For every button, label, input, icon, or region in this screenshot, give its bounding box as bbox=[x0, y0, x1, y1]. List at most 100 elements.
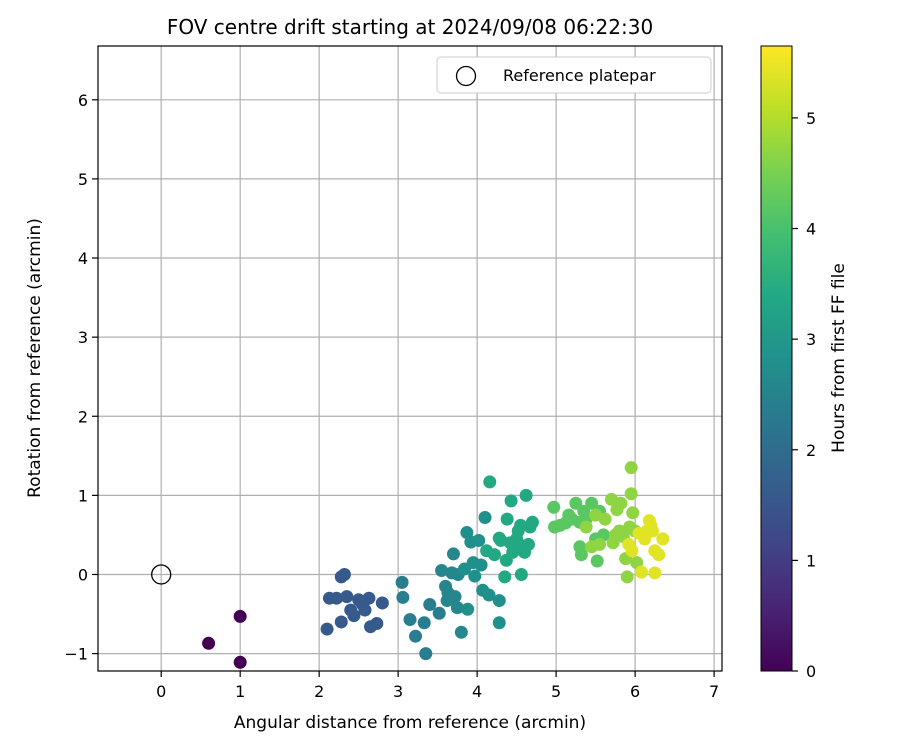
x-tick-label: 1 bbox=[235, 682, 245, 701]
y-tick-label: 5 bbox=[78, 170, 88, 189]
data-point bbox=[478, 511, 492, 525]
colorbar-ticks: 0 1 2 3 4 5 bbox=[792, 109, 816, 681]
data-point bbox=[482, 588, 496, 602]
data-point bbox=[435, 564, 449, 578]
y-axis-ticks: −1 0 1 2 3 4 5 6 bbox=[64, 91, 98, 664]
data-point bbox=[574, 548, 588, 562]
x-axis-ticks: 0 1 2 3 4 5 6 7 bbox=[156, 671, 719, 701]
data-point bbox=[396, 590, 410, 604]
colorbar-tick-label: 2 bbox=[806, 441, 816, 460]
x-axis-label: Angular distance from reference (arcmin) bbox=[234, 713, 586, 733]
data-point bbox=[598, 512, 612, 526]
data-point bbox=[547, 500, 561, 514]
data-point bbox=[474, 558, 488, 572]
data-point bbox=[624, 487, 638, 501]
data-point bbox=[614, 496, 628, 510]
colorbar-tick-label: 5 bbox=[806, 109, 816, 128]
data-point bbox=[472, 533, 486, 547]
data-point bbox=[500, 512, 514, 526]
data-point bbox=[519, 488, 533, 502]
colorbar-tick-label: 3 bbox=[806, 330, 816, 349]
data-point bbox=[320, 622, 334, 636]
data-point bbox=[585, 496, 599, 510]
data-point bbox=[624, 461, 638, 475]
data-point bbox=[504, 494, 518, 508]
data-point bbox=[454, 625, 468, 639]
colorbar-gradient bbox=[760, 45, 793, 672]
colorbar-tick-label: 1 bbox=[806, 551, 816, 570]
y-tick-label: 6 bbox=[78, 91, 88, 110]
x-tick-label: 2 bbox=[314, 682, 324, 701]
data-point bbox=[488, 548, 502, 562]
data-point bbox=[569, 496, 583, 510]
data-point bbox=[648, 566, 662, 580]
data-point bbox=[620, 570, 634, 584]
data-point bbox=[347, 609, 361, 623]
data-point bbox=[202, 636, 216, 650]
legend-label: Reference platepar bbox=[503, 66, 656, 85]
x-tick-label: 3 bbox=[393, 682, 403, 701]
data-point bbox=[417, 616, 431, 630]
data-point bbox=[448, 590, 462, 604]
data-points bbox=[202, 461, 670, 669]
x-tick-label: 4 bbox=[472, 682, 482, 701]
data-point bbox=[432, 606, 446, 620]
legend: Reference platepar bbox=[436, 56, 712, 94]
data-point bbox=[625, 544, 639, 558]
colorbar: 0 1 2 3 4 5 Hours from first FF file bbox=[760, 45, 849, 681]
data-point bbox=[514, 567, 528, 581]
data-point bbox=[340, 590, 354, 604]
data-point bbox=[334, 615, 348, 629]
y-tick-label: 1 bbox=[78, 486, 88, 505]
data-point bbox=[483, 475, 497, 489]
data-point bbox=[461, 602, 475, 616]
data-point bbox=[468, 569, 482, 583]
y-tick-label: 2 bbox=[78, 407, 88, 426]
data-point bbox=[492, 616, 506, 630]
data-point bbox=[395, 575, 409, 589]
data-point bbox=[525, 515, 539, 529]
y-axis-label: Rotation from reference (arcmin) bbox=[25, 218, 45, 498]
data-point bbox=[634, 565, 648, 579]
data-point bbox=[652, 548, 666, 562]
x-tick-label: 5 bbox=[551, 682, 561, 701]
data-point bbox=[375, 596, 389, 610]
y-tick-label: 4 bbox=[78, 249, 88, 268]
data-point bbox=[645, 524, 659, 538]
y-tick-label: −1 bbox=[64, 645, 88, 664]
x-tick-label: 7 bbox=[709, 682, 719, 701]
reference-marker-group bbox=[151, 564, 172, 585]
grid-lines bbox=[98, 46, 722, 671]
data-point bbox=[358, 603, 372, 617]
y-tick-label: 3 bbox=[78, 328, 88, 347]
reference-platepar-marker bbox=[151, 564, 172, 585]
data-point bbox=[446, 547, 460, 561]
data-point bbox=[656, 532, 670, 546]
data-point bbox=[409, 629, 423, 643]
data-point bbox=[521, 537, 535, 551]
data-point bbox=[579, 520, 593, 534]
data-point bbox=[403, 613, 417, 627]
data-point bbox=[233, 655, 247, 669]
data-point bbox=[450, 601, 464, 615]
colorbar-label: Hours from first FF file bbox=[829, 263, 849, 453]
x-tick-label: 0 bbox=[156, 682, 166, 701]
colorbar-tick-label: 4 bbox=[806, 220, 816, 239]
plot-frame bbox=[97, 45, 723, 672]
chart-title: FOV centre drift starting at 2024/09/08 … bbox=[167, 15, 653, 39]
data-point bbox=[330, 591, 344, 605]
data-point bbox=[337, 567, 351, 581]
data-point bbox=[498, 570, 512, 584]
data-point bbox=[593, 537, 607, 551]
data-point bbox=[362, 591, 376, 605]
data-point bbox=[233, 609, 247, 623]
y-tick-label: 0 bbox=[78, 565, 88, 584]
data-point bbox=[590, 554, 604, 568]
data-point bbox=[626, 506, 640, 520]
x-tick-label: 6 bbox=[630, 682, 640, 701]
legend-marker-icon bbox=[455, 65, 477, 87]
data-point bbox=[492, 594, 506, 608]
data-point bbox=[423, 598, 437, 612]
data-point bbox=[419, 647, 433, 661]
